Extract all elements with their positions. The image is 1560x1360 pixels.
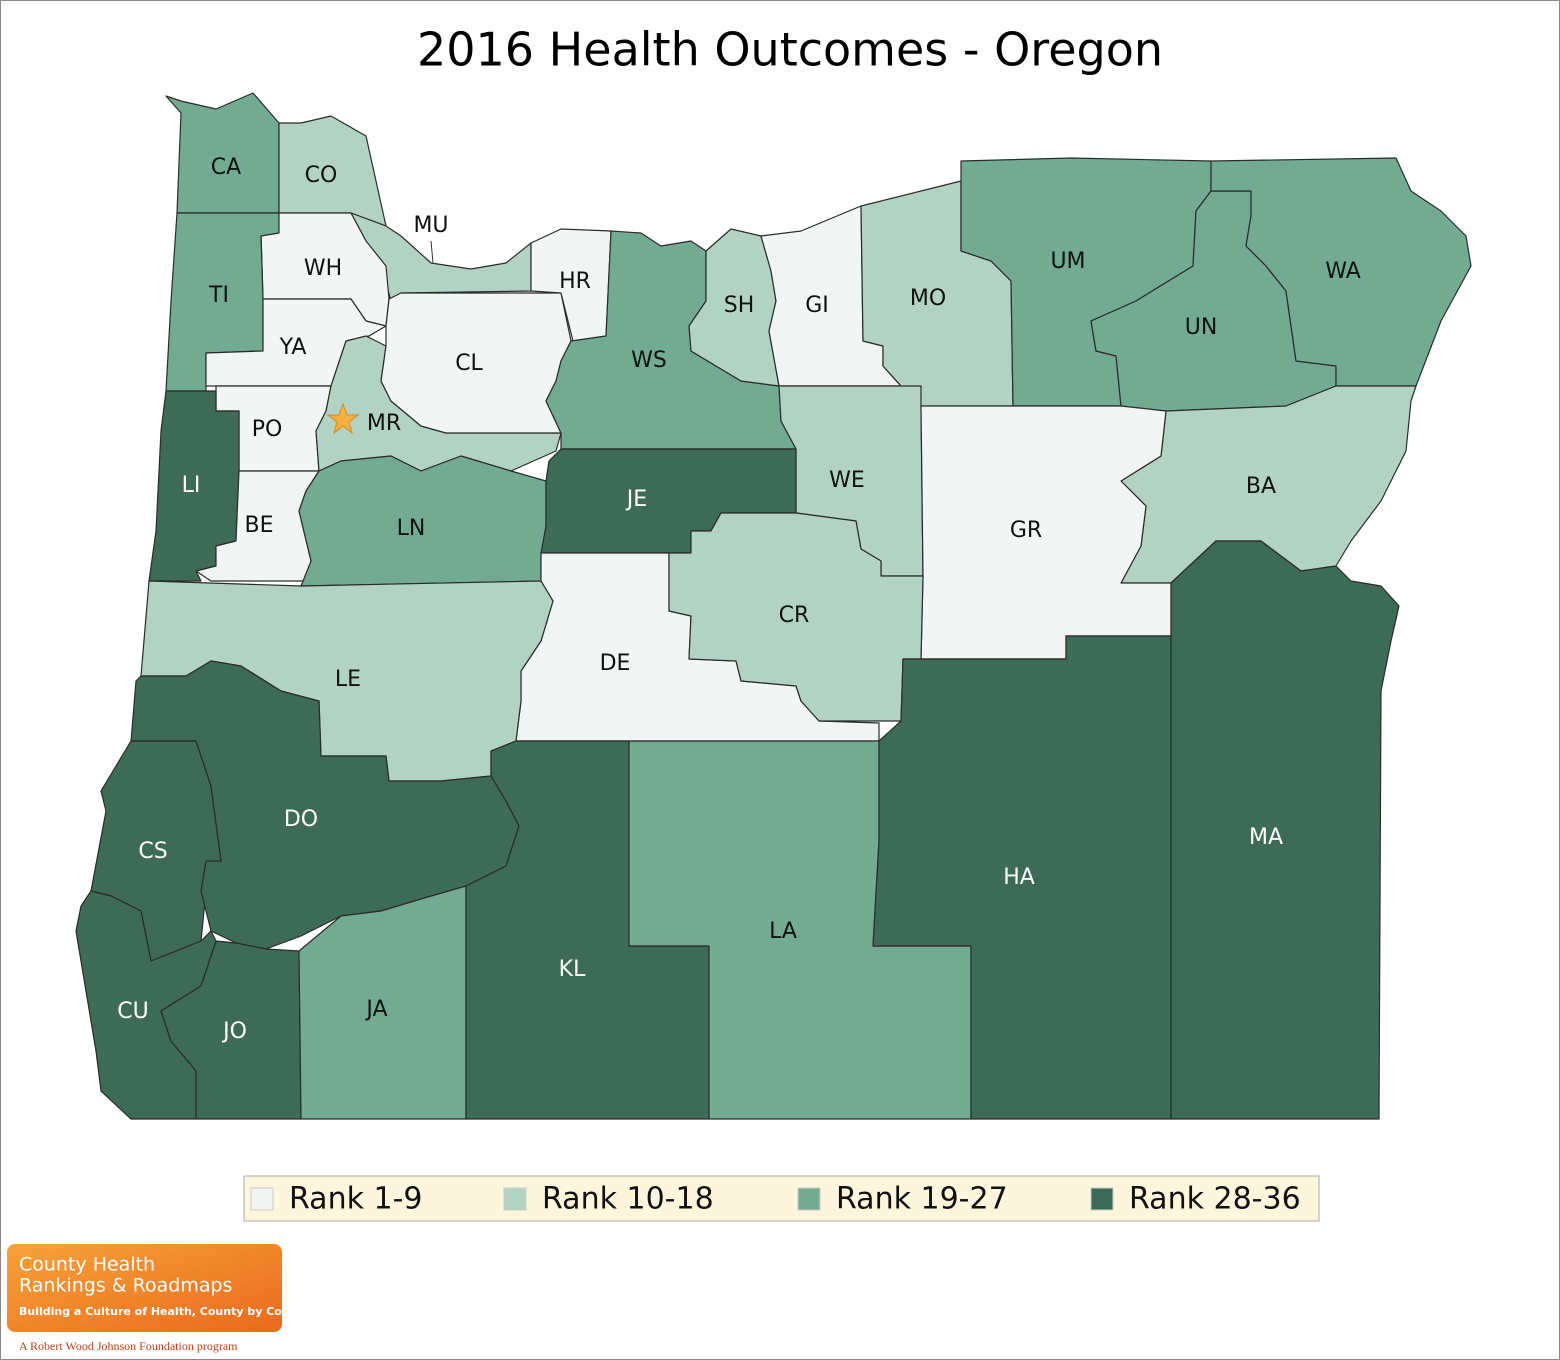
county	[298, 885, 467, 1120]
legend-swatch	[797, 1187, 821, 1211]
county-label: MO	[910, 286, 946, 311]
legend-label: Rank 28-36	[1129, 1182, 1301, 1217]
county-label: UM	[1050, 249, 1085, 274]
county-label: LE	[335, 667, 361, 692]
counties: CA CO MU WH TI YA PO MR LI BE LN CL HR WS SH GI MO UM UN WA…	[75, 92, 1472, 1120]
county-label: CO	[305, 163, 338, 188]
county-label: CU	[117, 999, 148, 1024]
county	[160, 940, 302, 1120]
county-label: JO	[221, 1019, 247, 1044]
county-label: SH	[724, 293, 755, 318]
county	[920, 405, 1172, 660]
county-label: WH	[304, 256, 342, 281]
county-label: KL	[559, 957, 586, 982]
county-label: DO	[284, 807, 318, 832]
legend-label: Rank 1-9	[289, 1182, 423, 1217]
legend-label: Rank 10-18	[542, 1182, 714, 1217]
county	[1210, 157, 1472, 387]
county-label: CL	[455, 351, 483, 376]
county-label: CS	[138, 839, 167, 864]
county-label: WS	[631, 348, 667, 373]
county-label: MU	[413, 213, 448, 238]
county-label: PO	[252, 417, 283, 442]
county-label: UN	[1185, 315, 1218, 340]
county-label: WE	[829, 468, 865, 493]
legend-swatch	[250, 1187, 274, 1211]
leader-line	[430, 240, 434, 264]
title: 2016 Health Outcomes - Oregon	[417, 23, 1163, 77]
logo-tagline: Building a Culture of Health, County by …	[19, 1305, 310, 1318]
county-label: LN	[397, 516, 426, 541]
capital-star	[326, 402, 360, 435]
county-label: LA	[769, 919, 797, 944]
legend	[243, 1175, 1320, 1222]
county-label: TI	[208, 283, 229, 308]
logo-program: A Robert Wood Johnson Foundation program	[19, 1339, 238, 1353]
county-label: CR	[779, 603, 810, 628]
county-label: HR	[559, 269, 591, 294]
county-label: MA	[1249, 825, 1283, 850]
legend-label: Rank 19-27	[836, 1182, 1008, 1217]
county-label: BE	[245, 513, 274, 538]
county	[165, 92, 280, 214]
county-label: HA	[1003, 865, 1035, 890]
county-label: BA	[1246, 474, 1276, 499]
county-label: JA	[364, 997, 387, 1022]
county-label: DE	[600, 651, 631, 676]
county-label: GI	[805, 293, 829, 318]
county-label: LI	[182, 473, 201, 498]
legend-swatch	[503, 1187, 527, 1211]
county	[1170, 540, 1400, 1120]
logo-box	[7, 1244, 282, 1332]
county-label: JE	[625, 487, 647, 512]
county-label: MR	[367, 411, 401, 436]
logo-line: County Health	[19, 1254, 155, 1276]
legend-items: Rank 1-9 Rank 10-18 Rank 19-27 Rank 28-36	[250, 1182, 1301, 1217]
legend-swatch	[1090, 1187, 1114, 1211]
county-label: YA	[279, 335, 307, 360]
county-label: WA	[1325, 259, 1361, 284]
county-label: CA	[211, 155, 241, 180]
logo-line: Rankings & Roadmaps	[19, 1275, 232, 1297]
county-label: GR	[1010, 518, 1042, 543]
